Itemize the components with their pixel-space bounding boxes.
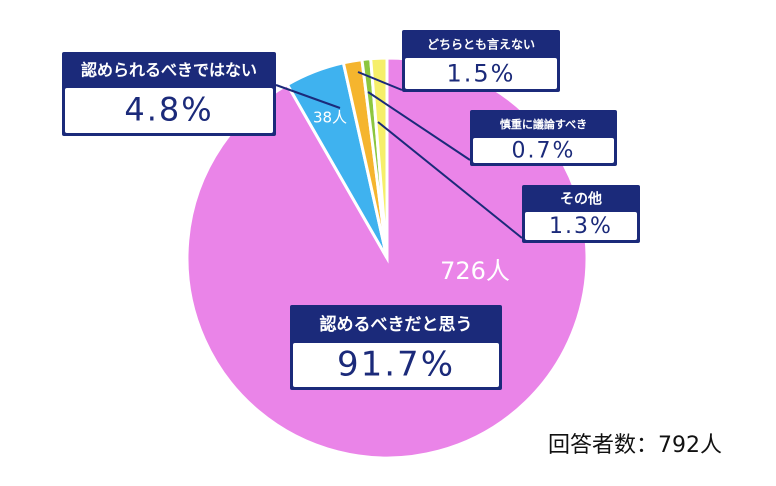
count-label: 38人 [313, 109, 347, 127]
count-label: 726人 [440, 257, 510, 285]
label-value-box [293, 343, 499, 387]
label-value: 0.7% [512, 139, 576, 164]
label-category: どちらとも言えない [427, 37, 535, 52]
leader-line [367, 91, 471, 161]
pie-slice [369, 56, 389, 259]
label-value-box [405, 58, 557, 89]
label-value: 1.3% [549, 214, 613, 239]
label-category: 認められるべきではない [81, 61, 257, 80]
label-category: その他 [560, 191, 602, 208]
leader-line [275, 84, 341, 109]
leader-line [357, 71, 403, 91]
label-value-box [473, 138, 614, 163]
label-value: 1.5% [447, 60, 516, 88]
respondent-note: 回答者数：792人 [548, 433, 722, 458]
label-value-box [525, 212, 637, 240]
label-category: 認めるべきだと思う [320, 314, 473, 335]
label-category: 慎重に議論すべき [500, 117, 587, 131]
label-value-box [65, 88, 273, 133]
leader-line [377, 121, 523, 239]
label-value: 4.8% [124, 91, 213, 129]
label-value: 91.7% [337, 345, 455, 385]
